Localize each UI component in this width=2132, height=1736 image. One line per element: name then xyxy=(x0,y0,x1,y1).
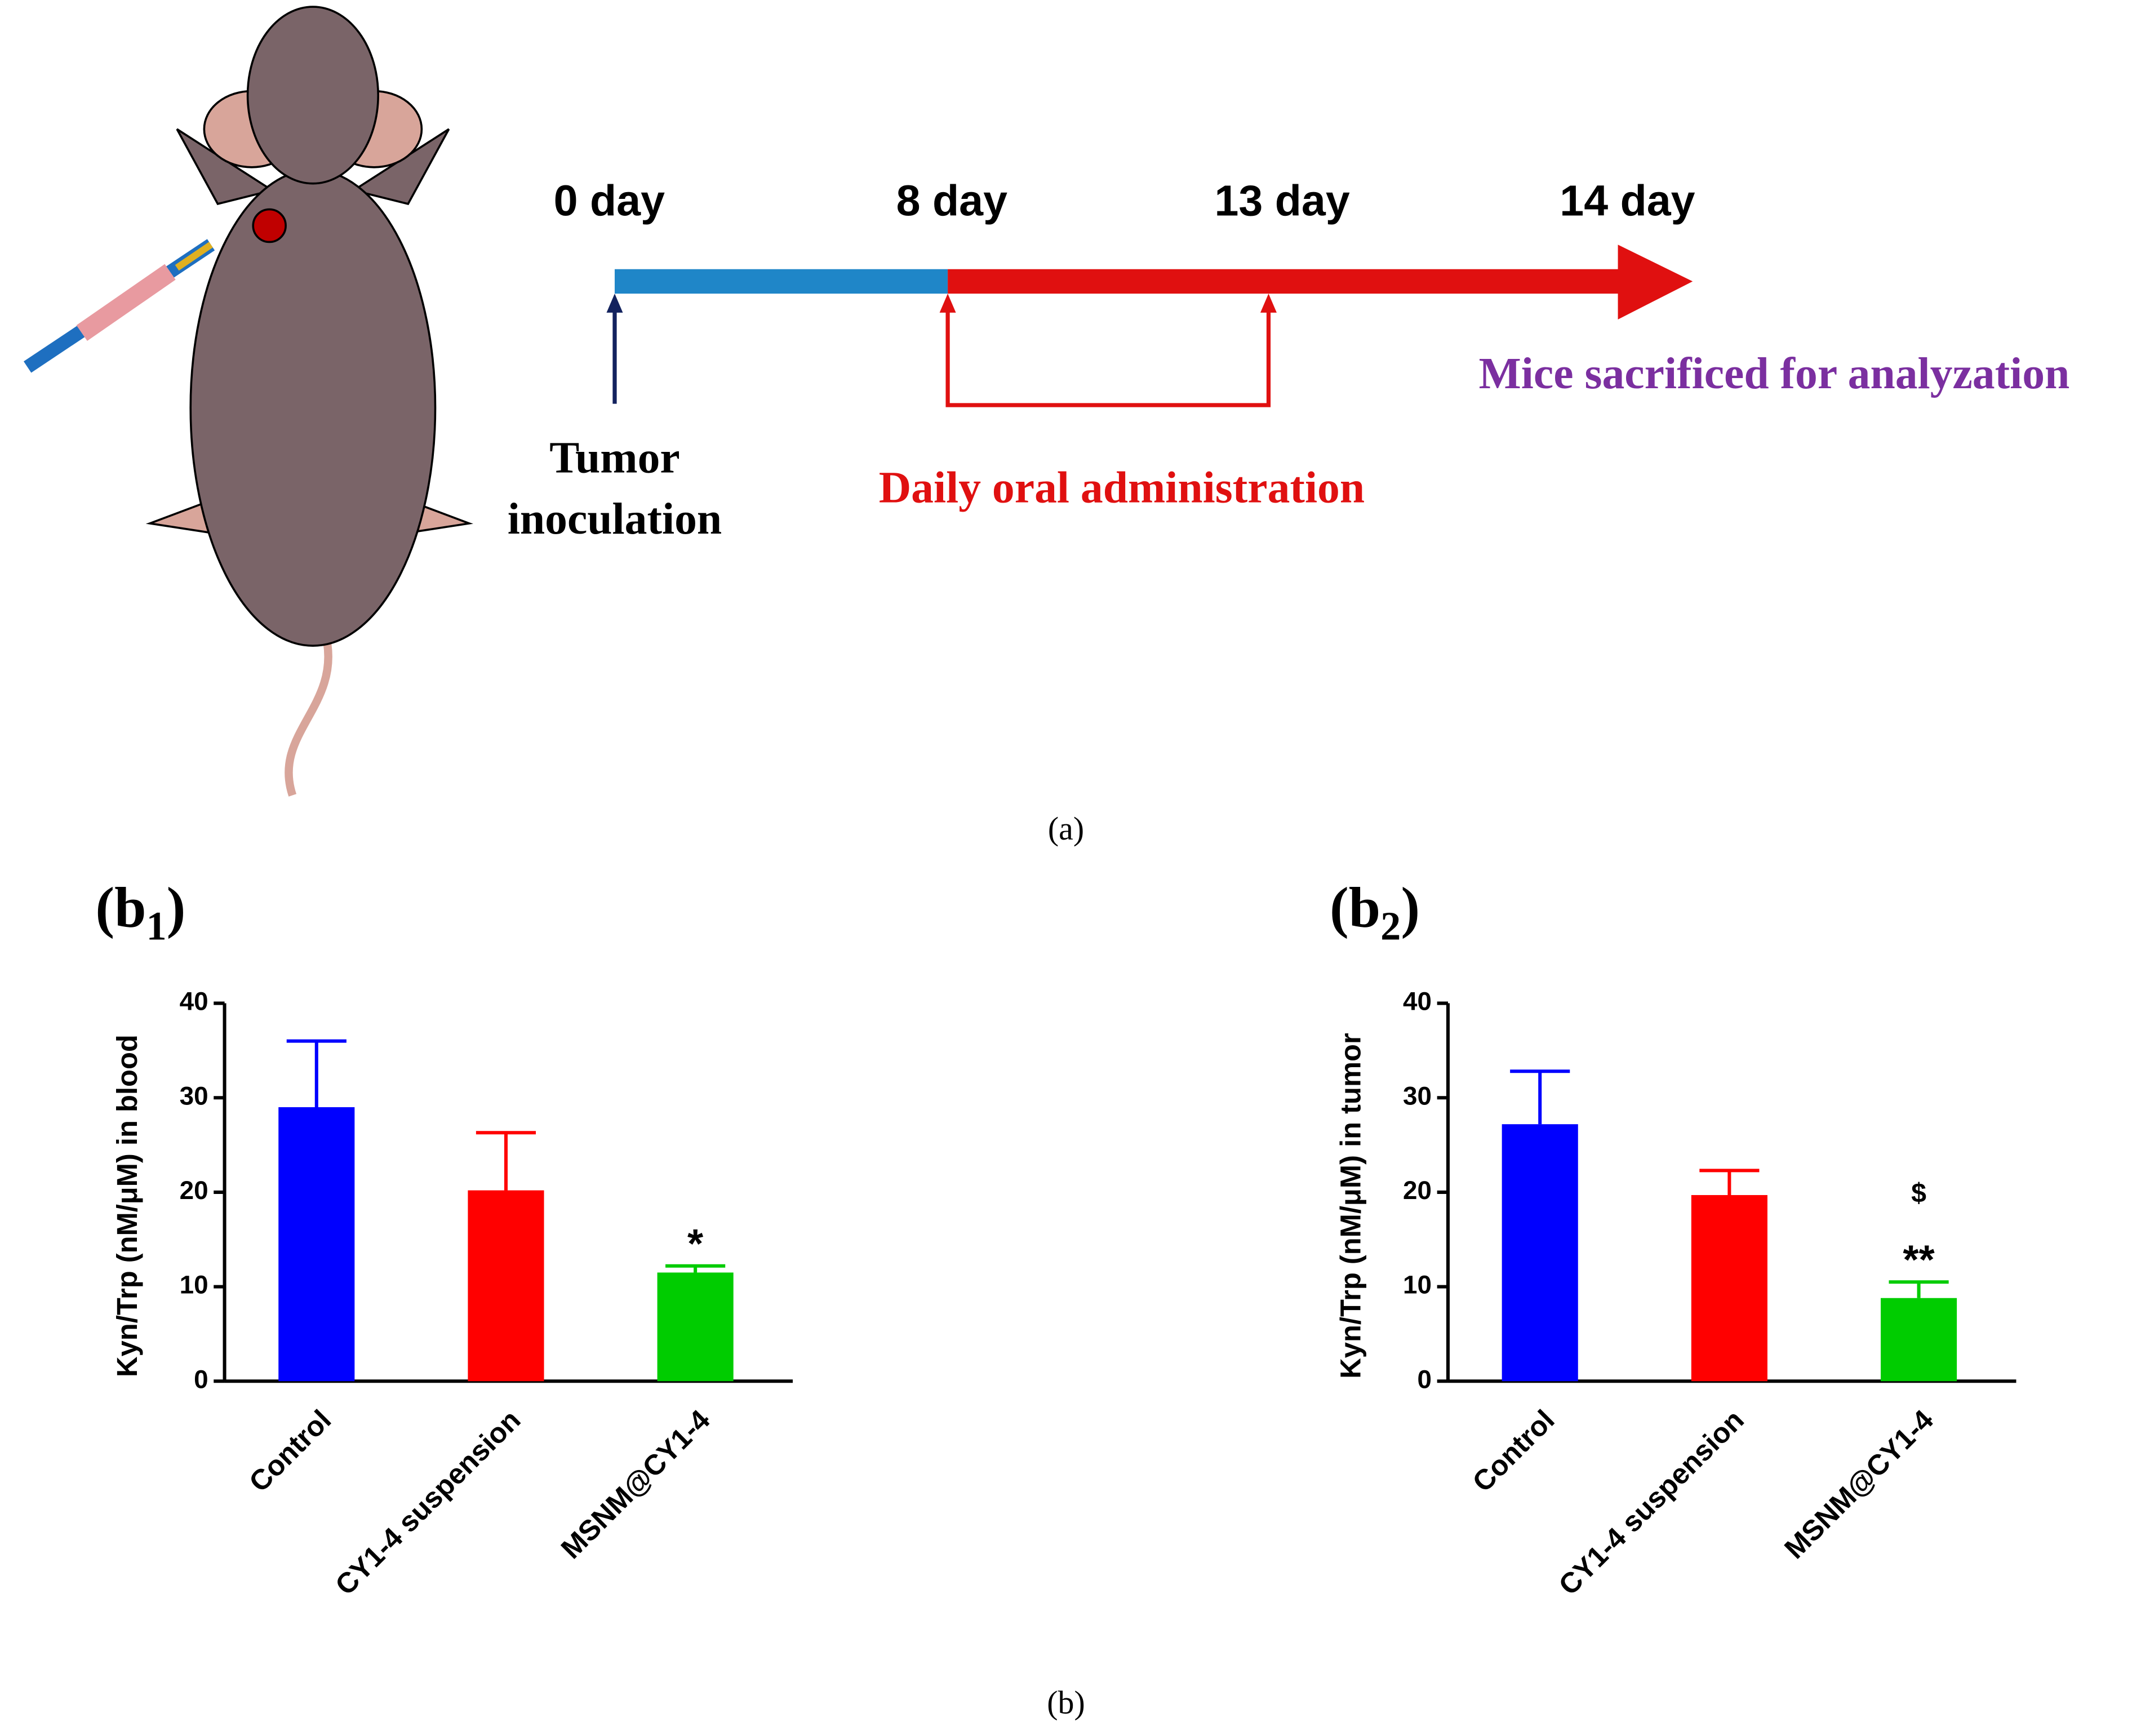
y-tick-label: 20 xyxy=(1403,1176,1432,1205)
error-bar xyxy=(1510,1069,1570,1125)
y-tick-label: 20 xyxy=(180,1176,208,1205)
y-tick-label: 40 xyxy=(180,987,208,1016)
bar xyxy=(657,1272,734,1382)
y-tick-label: 10 xyxy=(1403,1271,1432,1299)
timeline-text: Daily oral administration xyxy=(879,463,1365,513)
bar xyxy=(1691,1195,1767,1382)
error-bar xyxy=(1699,1169,1760,1195)
bar xyxy=(278,1107,355,1382)
panel-label: (b2) xyxy=(1330,876,1420,948)
panel-label-part: 2 xyxy=(1380,903,1401,948)
caption: (a) xyxy=(1048,810,1084,847)
x-tick-label: CY1-4 suspension xyxy=(329,1404,527,1601)
panel-label-part: 1 xyxy=(146,903,166,948)
day-label: 13 day xyxy=(1214,176,1349,225)
caption: (b) xyxy=(1047,1684,1085,1721)
y-axis-label: Kyn/Trp (nM/μM) in tumor xyxy=(1334,1033,1366,1378)
panel-label: (b1) xyxy=(95,876,185,948)
significance-mark: * xyxy=(687,1221,704,1267)
x-tick-label: MSNM@CY1-4 xyxy=(554,1404,716,1565)
timeline-arrowhead xyxy=(1618,245,1693,319)
panel-label-part: ) xyxy=(167,876,186,939)
panel-label-part: ) xyxy=(1401,876,1420,939)
error-bar xyxy=(286,1039,347,1108)
day-label: 14 day xyxy=(1560,176,1695,225)
error-bar xyxy=(476,1131,536,1191)
x-tick-label: CY1-4 suspension xyxy=(1552,1404,1750,1601)
x-tick-label: MSNM@CY1-4 xyxy=(1778,1404,1939,1565)
y-tick-label: 0 xyxy=(194,1365,208,1393)
timeline-phase xyxy=(948,269,1621,294)
bar xyxy=(1502,1124,1578,1382)
timeline-text: inoculation xyxy=(508,494,722,544)
error-bar xyxy=(1889,1280,1949,1298)
day-label: 0 day xyxy=(554,176,665,225)
timeline-phase xyxy=(614,269,948,294)
timeline-text: Mice sacrificed for analyzation xyxy=(1479,349,2070,398)
significance-mark: $ xyxy=(1911,1178,1926,1209)
bar xyxy=(1881,1298,1957,1382)
y-tick-label: 0 xyxy=(1418,1365,1432,1393)
error-bar xyxy=(665,1264,726,1273)
inoculation-arrow xyxy=(606,294,623,404)
administration-bracket xyxy=(939,294,1277,407)
panel-label-part: (b xyxy=(1330,876,1380,939)
y-tick-label: 40 xyxy=(1403,987,1432,1016)
mouse-illustration xyxy=(24,6,473,797)
y-tick-label: 10 xyxy=(180,1271,208,1299)
panel-label-part: (b xyxy=(95,876,146,939)
y-tick-label: 30 xyxy=(180,1081,208,1110)
x-tick-label: Control xyxy=(243,1404,337,1498)
x-tick-label: Control xyxy=(1466,1404,1561,1498)
y-tick-label: 30 xyxy=(1403,1081,1432,1110)
day-label: 8 day xyxy=(896,176,1007,225)
bar xyxy=(468,1190,544,1382)
y-axis-label: Kyn/Trp (nM/μM) in blood xyxy=(111,1035,143,1377)
timeline-text: Tumor xyxy=(549,433,680,483)
significance-mark: ** xyxy=(1903,1237,1935,1283)
